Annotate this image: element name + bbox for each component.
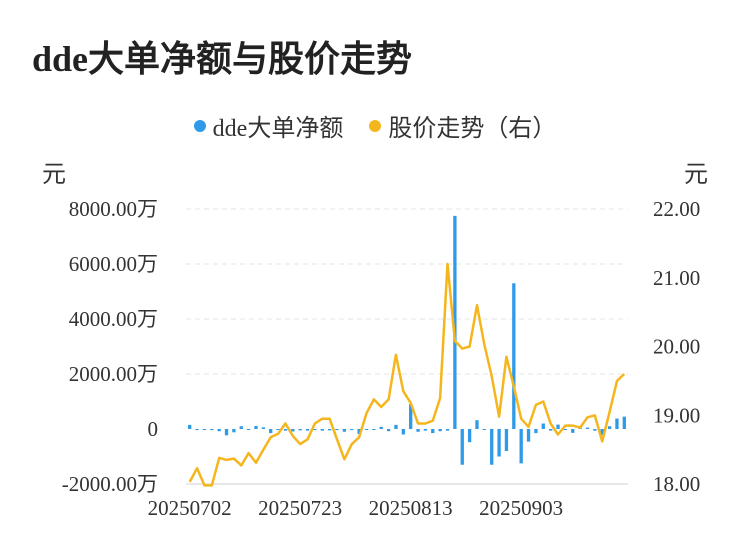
dde-bar — [475, 420, 479, 429]
dde-bar — [320, 429, 324, 431]
legend-item-dde[interactable]: dde大单净额 — [193, 108, 344, 143]
dde-bar — [571, 429, 575, 433]
dde-bar — [269, 429, 273, 434]
dde-bar — [615, 418, 619, 429]
dde-bar — [210, 429, 214, 430]
dde-bar — [232, 429, 236, 433]
dde-bar — [195, 429, 199, 431]
dde-bar — [335, 429, 339, 431]
legend-dot-price — [369, 119, 382, 132]
dde-bar — [453, 215, 457, 429]
legend-dot-dde — [193, 119, 206, 132]
dde-bar — [246, 429, 251, 430]
dde-bar — [239, 426, 243, 429]
dde-bar — [512, 283, 516, 429]
dde-bar — [482, 429, 487, 430]
dde-bar — [563, 429, 568, 430]
price-line — [188, 262, 626, 487]
dde-bar — [556, 424, 560, 429]
dde-bar — [283, 429, 288, 431]
legend-item-price[interactable]: 股价走势（右） — [369, 108, 556, 143]
dde-bar — [431, 429, 435, 434]
x-tick-label: 20250813 — [369, 496, 453, 520]
left-axis-unit: 元 — [42, 162, 66, 188]
dde-bar — [541, 423, 545, 429]
dde-bar — [534, 429, 538, 434]
legend-label-price: 股价走势（右） — [388, 116, 557, 142]
left-tick-label: 8000.00万 — [69, 197, 158, 221]
dde-bar — [401, 429, 405, 435]
dde-bar — [445, 429, 450, 431]
dde-bar — [504, 429, 509, 451]
right-tick-label: 20.00 — [653, 335, 700, 359]
dde-bar — [217, 429, 221, 432]
left-tick-label: -2000.00万 — [62, 472, 158, 496]
dde-bar — [409, 404, 413, 429]
dde-bar — [261, 427, 266, 429]
dde-bar — [423, 429, 428, 431]
chart-legend: dde大单净额 股价走势（右） — [0, 108, 750, 143]
dde-bar — [490, 429, 494, 465]
dde-bar — [357, 429, 361, 434]
dde-bar — [467, 429, 472, 443]
dde-bar — [372, 429, 376, 430]
dde-bar — [548, 429, 553, 431]
dde-bar — [254, 425, 258, 429]
dde-bar — [350, 429, 354, 431]
dde-bar — [379, 426, 383, 429]
left-tick-label: 2000.00万 — [69, 362, 158, 386]
legend-label-dde: dde大单净额 — [212, 116, 344, 142]
dde-bar — [593, 429, 597, 431]
dde-bar — [298, 429, 302, 431]
dde-bar — [497, 429, 501, 457]
right-tick-label: 19.00 — [653, 403, 700, 427]
dde-bar — [291, 429, 295, 432]
dde-bar — [526, 429, 531, 442]
chart-title: dde大单净额与股价走势 — [32, 39, 413, 79]
left-tick-label: 6000.00万 — [69, 252, 158, 276]
dde-bar — [460, 429, 464, 465]
dde-bar — [519, 429, 523, 464]
dde-bar — [276, 429, 280, 430]
dde-bar — [364, 429, 369, 430]
dde-bar — [438, 429, 442, 432]
dde-bar — [202, 429, 207, 430]
right-tick-label: 22.00 — [653, 197, 700, 221]
dde-bar — [327, 429, 332, 431]
dde-bar — [394, 424, 398, 429]
dde-bar — [416, 429, 420, 432]
dde-bar — [224, 429, 229, 436]
left-tick-label: 4000.00万 — [69, 307, 158, 331]
x-tick-label: 20250903 — [479, 496, 563, 520]
dde-bar — [622, 416, 626, 429]
dde-bar — [600, 429, 604, 436]
right-axis-unit: 元 — [684, 162, 708, 188]
right-tick-label: 18.00 — [653, 472, 700, 496]
dde-bar — [188, 424, 192, 429]
left-tick-label: 0 — [148, 417, 159, 441]
dde-bar — [386, 429, 391, 432]
dde-bar — [313, 429, 317, 430]
dde-bar — [585, 427, 590, 429]
x-tick-label: 20250702 — [148, 496, 232, 520]
x-tick-label: 20250723 — [258, 496, 342, 520]
right-tick-label: 21.00 — [653, 266, 700, 290]
dde-bar — [342, 429, 347, 432]
dde-bar — [607, 426, 612, 429]
dde-bar — [305, 429, 310, 431]
